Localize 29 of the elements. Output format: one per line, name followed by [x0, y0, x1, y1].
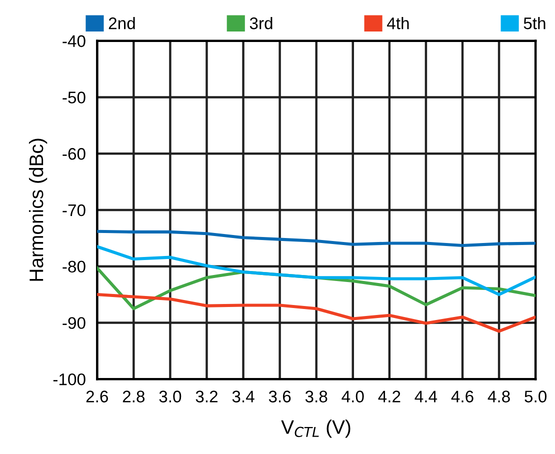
y-tick-label: -100 [53, 373, 86, 386]
x-axis-title: V$_{CTL}$ (V) [281, 420, 350, 438]
legend-label: 2nd [108, 16, 135, 30]
y-tick-label: -70 [62, 204, 86, 216]
x-tick-label: 4.0 [342, 390, 364, 402]
legend-label: 4th [387, 16, 409, 30]
x-tick-label: 5.0 [524, 390, 547, 402]
y-tick-label: -80 [62, 260, 86, 273]
legend-label: 5th [524, 16, 546, 30]
x-tick-label: 2.8 [122, 390, 145, 402]
x-tick-label: 3.0 [159, 390, 182, 402]
x-tick-label: 4.6 [451, 390, 474, 402]
y-tick-label: -40 [62, 35, 86, 48]
y-tick-label: -90 [62, 317, 86, 329]
x-tick-label: 2.6 [86, 390, 108, 402]
x-tick-label: 4.4 [414, 390, 438, 402]
y-tick-label: -50 [62, 92, 86, 104]
line-series [97, 293, 536, 333]
x-tick-label: 3.6 [268, 390, 291, 402]
y-axis-title: Harmonics (dBc) [28, 138, 48, 281]
y-tick-label: -60 [62, 148, 86, 160]
line-series [97, 245, 536, 296]
x-tick-label: 3.2 [196, 390, 218, 402]
line-series [97, 230, 536, 248]
x-tick-label: 3.4 [232, 390, 254, 402]
x-tick-label: 4.8 [488, 390, 510, 402]
legend-label: 3rd [250, 16, 272, 30]
x-tick-label: 3.8 [305, 390, 328, 402]
x-tick-label: 4.2 [378, 390, 400, 402]
